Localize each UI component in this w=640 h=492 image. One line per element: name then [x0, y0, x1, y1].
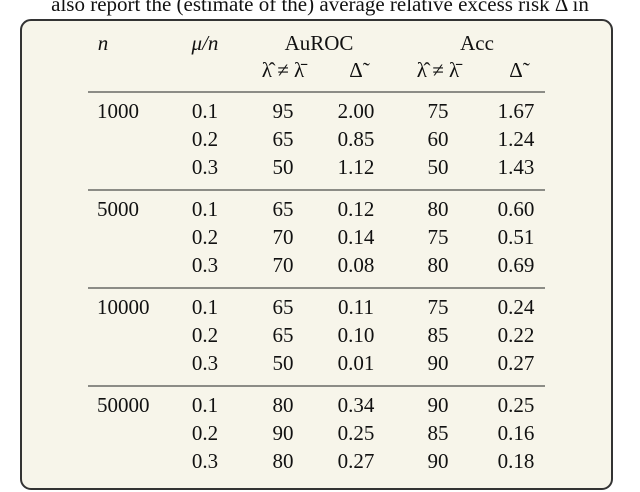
cell: 0.18	[498, 449, 535, 473]
cell: 0.24	[498, 295, 535, 319]
cell: 60	[428, 127, 449, 151]
header-acc: Acc	[460, 31, 494, 55]
cell: 50	[273, 155, 294, 179]
group-n: 50000	[97, 393, 150, 417]
cell: 50	[273, 351, 294, 375]
subheader: λ̂ ≠ λ̄	[262, 58, 308, 82]
header-auroc: AuROC	[285, 31, 354, 55]
cell: 0.3	[192, 253, 218, 277]
cell: 0.2	[192, 127, 218, 151]
cell: 0.1	[192, 99, 218, 123]
cell: 0.27	[338, 449, 375, 473]
cell: 0.2	[192, 421, 218, 445]
cell: 0.34	[338, 393, 375, 417]
cell: 75	[428, 295, 449, 319]
cell: 65	[273, 127, 294, 151]
cell: 0.11	[338, 295, 374, 319]
cell: 0.69	[498, 253, 535, 277]
cell: 0.51	[498, 225, 535, 249]
cell: 70	[273, 253, 294, 277]
cell: 0.10	[338, 323, 375, 347]
cell: 0.1	[192, 393, 218, 417]
cell: 0.2	[192, 323, 218, 347]
cell: 80	[428, 197, 449, 221]
cell: 0.08	[338, 253, 375, 277]
group-n: 5000	[97, 197, 139, 221]
cell: 1.12	[338, 155, 375, 179]
cell: 65	[273, 295, 294, 319]
cell: 65	[273, 197, 294, 221]
cell: 0.12	[338, 197, 375, 221]
cell: 0.85	[338, 127, 375, 151]
cell: 85	[428, 421, 449, 445]
cell: 90	[428, 449, 449, 473]
cell: 65	[273, 323, 294, 347]
cell: 0.25	[498, 393, 535, 417]
cell: 0.3	[192, 449, 218, 473]
cell: 0.22	[498, 323, 535, 347]
header-mu: μ/n	[191, 31, 219, 55]
cell: 0.14	[338, 225, 375, 249]
cell: 0.3	[192, 351, 218, 375]
cell: 1.43	[498, 155, 535, 179]
cell: 2.00	[338, 99, 375, 123]
cell: 0.27	[498, 351, 535, 375]
cell: 0.1	[192, 295, 218, 319]
cell: 0.16	[498, 421, 535, 445]
cell: 95	[273, 99, 294, 123]
cell: 90	[273, 421, 294, 445]
cell: 70	[273, 225, 294, 249]
cell: 85	[428, 323, 449, 347]
cell: 80	[428, 253, 449, 277]
group-n: 1000	[97, 99, 139, 123]
cell: 80	[273, 393, 294, 417]
cell: 80	[273, 449, 294, 473]
intro-text: also report the (estimate of the) averag…	[51, 0, 589, 16]
subheader: λ̂ ≠ λ̄	[417, 58, 463, 82]
cell: 0.60	[498, 197, 535, 221]
cell: 0.1	[192, 197, 218, 221]
cell: 90	[428, 393, 449, 417]
header-n: n	[98, 31, 109, 55]
table-box	[20, 19, 613, 490]
cell: 1.24	[498, 127, 535, 151]
cell: 0.3	[192, 155, 218, 179]
group-n: 10000	[97, 295, 150, 319]
cell: 90	[428, 351, 449, 375]
cell: 50	[428, 155, 449, 179]
cell: 75	[428, 225, 449, 249]
cell: 0.2	[192, 225, 218, 249]
cell: 75	[428, 99, 449, 123]
cell: 0.01	[338, 351, 375, 375]
cell: 0.25	[338, 421, 375, 445]
cell: 1.67	[498, 99, 535, 123]
